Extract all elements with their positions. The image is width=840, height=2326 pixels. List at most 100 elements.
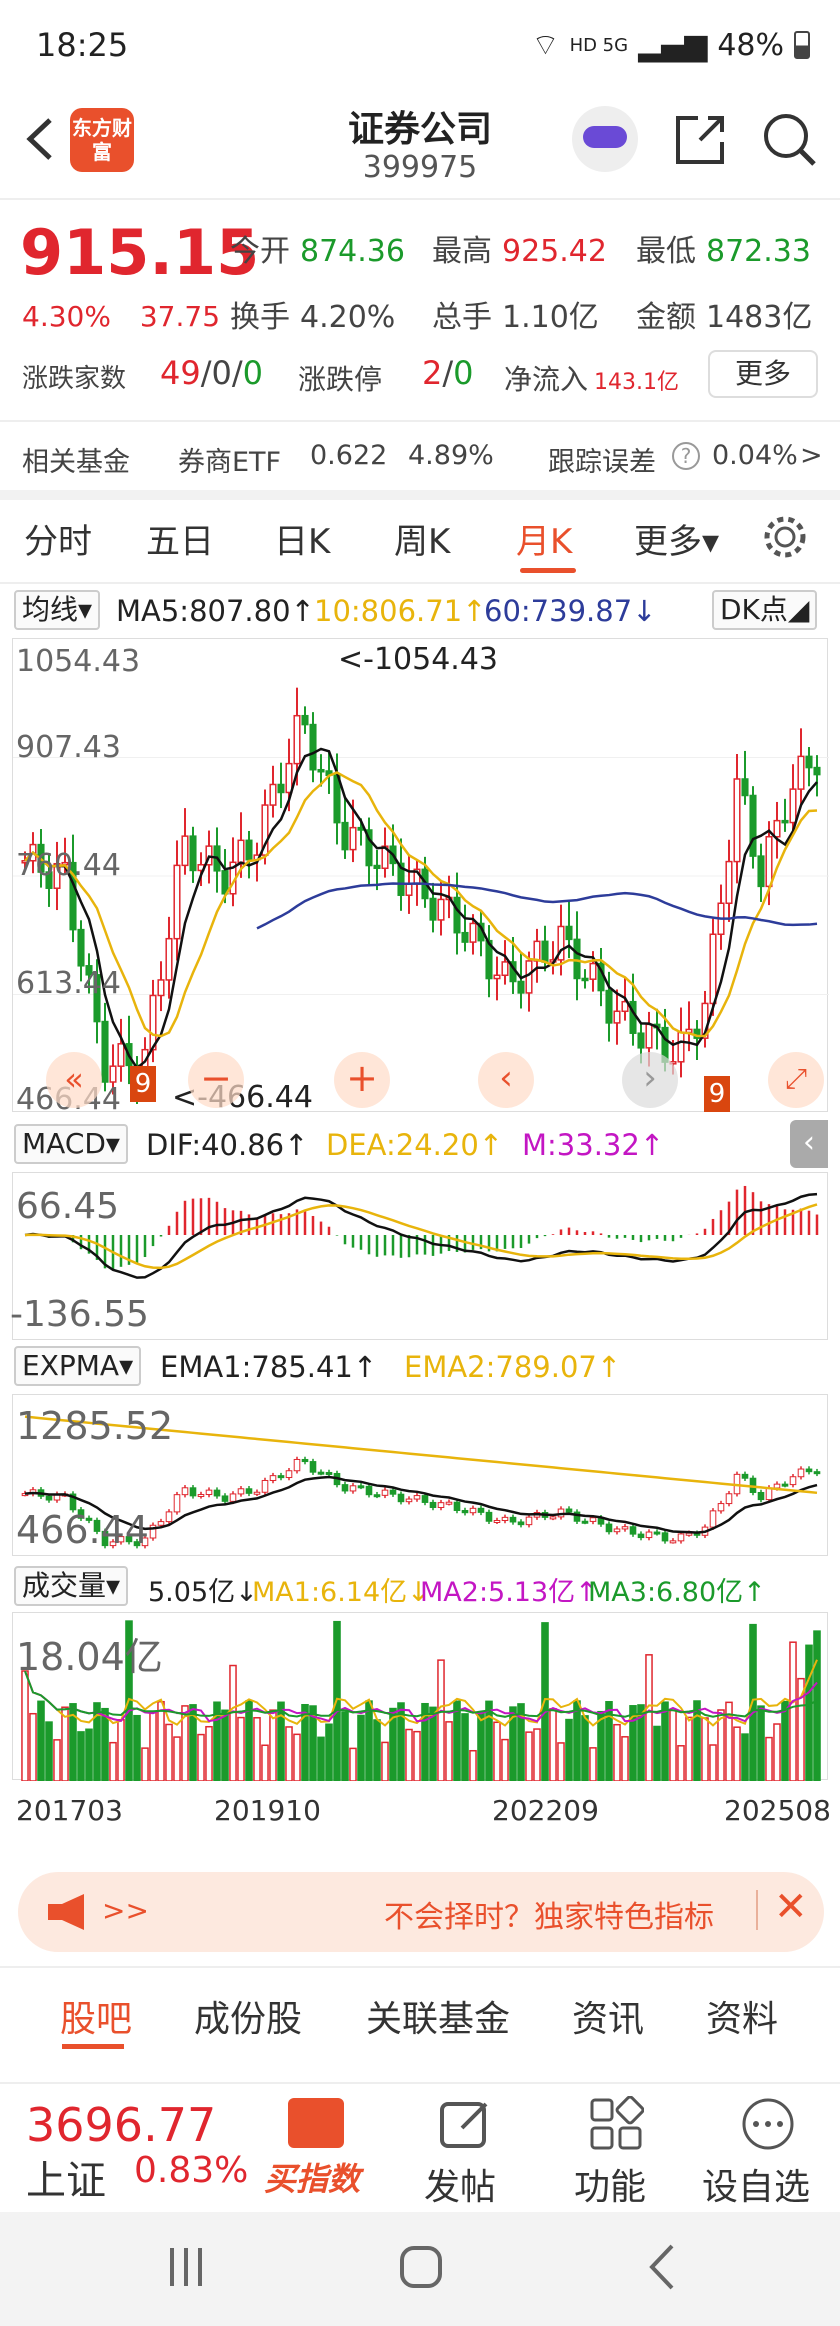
zoom-in-icon[interactable]: + [334, 1052, 390, 1108]
collapse-panel-icon[interactable]: ‹ [790, 1120, 828, 1168]
add-watchlist-button[interactable]: 设自选 [702, 2167, 811, 2208]
search-icon[interactable] [760, 110, 820, 170]
tab-profile[interactable]: 资料 [706, 1999, 779, 2040]
amount-item: 金额 1483亿 [636, 300, 813, 335]
ma-select[interactable]: 均线▾ [14, 590, 101, 630]
zoom-out-icon[interactable]: − [188, 1052, 244, 1108]
volume-bar [245, 1700, 253, 1781]
volume-bar [517, 1703, 525, 1781]
candle [541, 940, 549, 963]
volume-bar [661, 1701, 669, 1781]
tab-news[interactable]: 资讯 [572, 1999, 645, 2040]
vol-ma-line [24, 1670, 818, 1718]
candle [165, 937, 173, 981]
back-icon[interactable] [20, 114, 60, 164]
volume-bar [389, 1707, 397, 1781]
volume-bar [261, 1744, 269, 1781]
candle [149, 1524, 157, 1539]
candle [741, 778, 749, 797]
close-icon[interactable]: ✕ [774, 1884, 808, 1930]
candle [141, 1537, 149, 1547]
volume-select[interactable]: 成交量▾ [14, 1566, 129, 1606]
volume-bar [493, 1721, 501, 1781]
more-button[interactable]: 更多 [708, 350, 818, 398]
macd-select[interactable]: MACD▾ [14, 1124, 128, 1164]
volume-bar [133, 1714, 141, 1781]
volume-bar [285, 1726, 293, 1781]
candle [229, 1493, 237, 1502]
chevron-right-icon[interactable]: > [800, 440, 823, 471]
candle [437, 898, 445, 921]
tab-weekly-k[interactable]: 周K [394, 522, 451, 562]
candle [405, 1498, 413, 1503]
fund-name[interactable]: 券商ETF [178, 447, 282, 478]
volume-bar [773, 1723, 781, 1781]
volume-chart[interactable] [12, 1612, 828, 1781]
post-button[interactable]: 发帖 [424, 2167, 497, 2208]
candle [589, 1517, 597, 1522]
candle [725, 860, 733, 905]
candle [765, 1487, 773, 1501]
back-nav-icon[interactable] [642, 2242, 682, 2292]
candle [245, 1488, 253, 1494]
volume-bar [461, 1713, 469, 1781]
tab-constituents[interactable]: 成份股 [194, 1999, 303, 2040]
tab-daily-k[interactable]: 日K [274, 522, 331, 562]
tab-five-day[interactable]: 五日 [146, 522, 214, 562]
ma10-value: 10:806.71↑ [314, 594, 487, 628]
help-icon[interactable]: ? [672, 442, 700, 470]
home-icon[interactable] [398, 2242, 444, 2292]
volume-bar [741, 1733, 749, 1781]
volume-bar [85, 1728, 93, 1781]
ema1-line [24, 1475, 818, 1534]
assistant-avatar-icon[interactable] [572, 106, 638, 172]
apps-icon[interactable] [588, 2096, 644, 2152]
expma-select[interactable]: EXPMA▾ [14, 1346, 142, 1386]
scroll-left-icon[interactable]: ‹ [478, 1052, 534, 1108]
tab-more[interactable]: 更多▾ [634, 522, 720, 562]
header: 东方财富 证券公司 399975 [0, 88, 840, 198]
tab-stock-forum[interactable]: 股吧 [60, 1999, 133, 2040]
tab-monthly-k[interactable]: 月K [516, 522, 573, 562]
tab-related-funds[interactable]: 关联基金 [366, 1999, 511, 2040]
volume-bar [693, 1700, 701, 1781]
volume-bar [421, 1702, 429, 1781]
macd-top-label: 66.45 [16, 1186, 120, 1227]
tab-intraday[interactable]: 分时 [24, 522, 92, 562]
candle [581, 1520, 589, 1524]
candle [85, 1517, 93, 1521]
volume-bar [565, 1718, 573, 1781]
fund-label: 相关基金 [22, 447, 130, 478]
edit-icon[interactable] [438, 2096, 494, 2152]
candle [405, 883, 413, 896]
share-icon[interactable] [670, 110, 730, 170]
expma-chart[interactable] [12, 1394, 828, 1556]
recent-apps-icon[interactable] [164, 2242, 208, 2292]
kline-chart[interactable] [12, 638, 829, 1112]
candle [461, 931, 469, 943]
index-price[interactable]: 3696.77 [26, 2098, 217, 2152]
signal-nine-badge: 9 [704, 1076, 730, 1112]
volume-bar [733, 1726, 741, 1781]
promo-banner[interactable]: >> 不会择时？独家特色指标 ✕ [18, 1872, 824, 1952]
trend-chart-icon[interactable] [288, 2098, 344, 2148]
candle [781, 1483, 789, 1487]
candle [501, 961, 509, 977]
candle [621, 1000, 629, 1013]
volume-bar [165, 1723, 173, 1781]
volume-bar [557, 1742, 565, 1781]
amount-value: 1483亿 [706, 300, 813, 335]
volume-bar [357, 1714, 365, 1781]
x-tick: 201703 [16, 1794, 123, 1827]
more-dots-icon[interactable] [740, 2096, 796, 2152]
functions-button[interactable]: 功能 [574, 2167, 647, 2208]
scroll-left-fast-icon[interactable]: « [46, 1052, 102, 1108]
dk-point-button[interactable]: DK点◢ [712, 590, 818, 630]
fullscreen-icon[interactable]: ⤢ [768, 1052, 824, 1108]
gear-icon[interactable] [760, 512, 810, 562]
high-item: 最高 925.42 [432, 234, 607, 269]
buy-index-button[interactable]: 买指数 [264, 2160, 361, 2198]
macd-chart[interactable] [12, 1172, 828, 1340]
scroll-right-icon[interactable]: › [622, 1052, 678, 1108]
vol-ma2: MA2:5.13亿↑ [420, 1577, 598, 1608]
